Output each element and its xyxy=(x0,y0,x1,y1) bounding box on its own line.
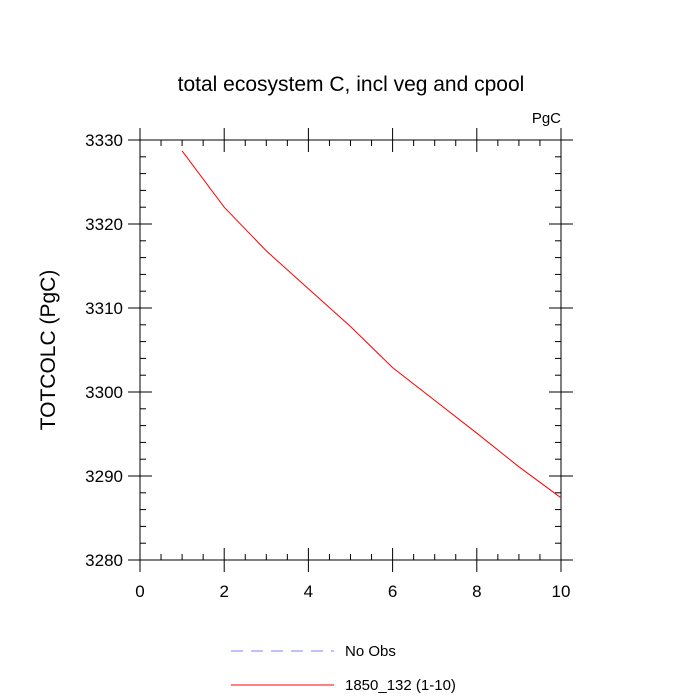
x-tick-labels: 0 2 4 6 8 10 xyxy=(135,582,570,601)
series-lines xyxy=(181,150,562,499)
y-tick-label: 3280 xyxy=(85,551,123,570)
y-tick-label: 3300 xyxy=(85,383,123,402)
units-label: PgC xyxy=(532,110,561,127)
plot-frame xyxy=(139,139,562,561)
x-tick-label: 8 xyxy=(472,582,481,601)
x-tick-label: 6 xyxy=(388,582,397,601)
y-axis-label: TOTCOLC (PgC) xyxy=(37,270,60,431)
x-tick-label: 10 xyxy=(552,582,571,601)
axis-ticks xyxy=(128,128,573,572)
y-tick-labels: 3280 3290 3300 3310 3320 3330 xyxy=(85,131,123,570)
x-tick-label: 2 xyxy=(219,582,228,601)
x-tick-label: 4 xyxy=(304,582,313,601)
series-line xyxy=(181,150,562,499)
y-tick-label: 3290 xyxy=(85,467,123,486)
y-tick-label: 3320 xyxy=(85,215,123,234)
legend-label: No Obs xyxy=(345,643,396,660)
chart-title: total ecosystem C, incl veg and cpool xyxy=(178,73,525,96)
legend: No Obs 1850_132 (1-10) xyxy=(231,643,456,694)
y-tick-label: 3310 xyxy=(85,299,123,318)
legend-label: 1850_132 (1-10) xyxy=(345,677,456,694)
x-tick-label: 0 xyxy=(135,582,144,601)
y-tick-label: 3330 xyxy=(85,131,123,150)
